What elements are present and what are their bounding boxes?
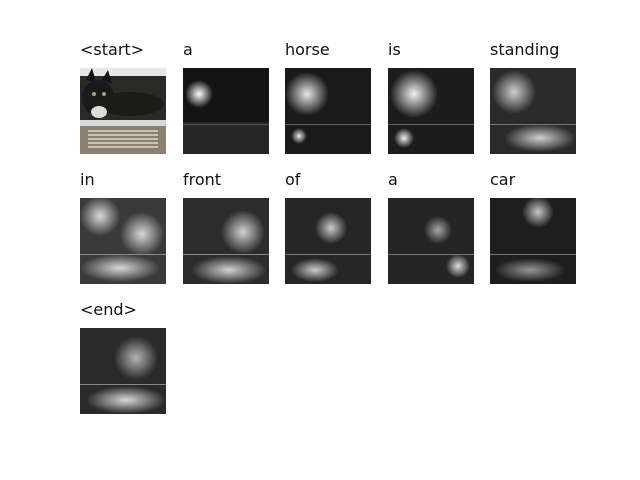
- word-caption: car: [490, 170, 516, 189]
- attention-map: [80, 198, 166, 284]
- attention-map: [388, 198, 474, 284]
- word-caption: is: [388, 40, 401, 59]
- word-caption: standing: [490, 40, 560, 59]
- attention-map: [490, 68, 576, 154]
- attention-map: [183, 198, 269, 284]
- word-caption: in: [80, 170, 95, 189]
- attention-map: [183, 68, 269, 154]
- attention-map: [388, 68, 474, 154]
- original-photo: [80, 68, 166, 154]
- attention-map: [285, 198, 371, 284]
- attention-map: [80, 328, 166, 414]
- word-caption: a: [388, 170, 398, 189]
- attention-map: [490, 198, 576, 284]
- word-caption: of: [285, 170, 301, 189]
- word-caption: front: [183, 170, 222, 189]
- attention-map: [285, 68, 371, 154]
- word-caption: <start>: [80, 40, 145, 59]
- word-caption: horse: [285, 40, 330, 59]
- word-caption: a: [183, 40, 193, 59]
- word-caption: <end>: [80, 300, 137, 319]
